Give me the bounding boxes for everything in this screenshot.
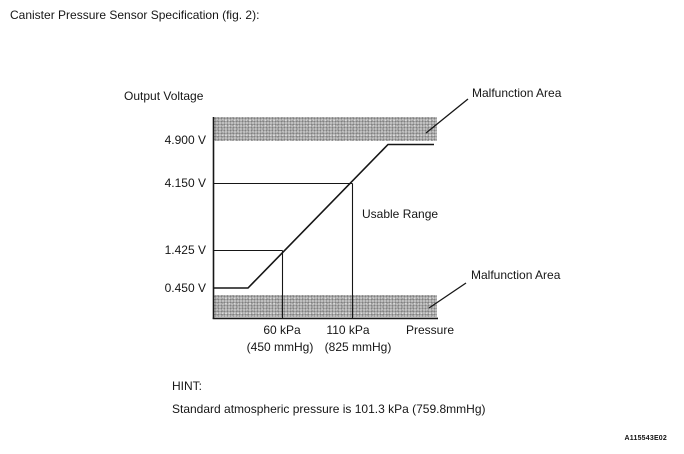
malfunction-area-label-top: Malfunction Area [472, 86, 562, 100]
leader-line-top-malfunction [425, 98, 469, 134]
malfunction-area-label-bottom: Malfunction Area [471, 268, 561, 282]
y-tick-0450mv: 0.450 V [164, 281, 206, 295]
y-tick-1425mv: 1.425 V [164, 243, 206, 257]
malfunction-band-bottom [214, 295, 437, 317]
figure-code: A115543E02 [624, 435, 667, 442]
sensor-output-curve [213, 143, 434, 289]
y-tick-4150mv: 4.150 V [164, 176, 206, 190]
x-axis-title: Pressure [406, 323, 455, 337]
leader-line-bottom-malfunction [428, 282, 467, 309]
y-tick-4900mv: 4.900 V [164, 133, 206, 147]
hint-text: Standard atmospheric pressure is 101.3 k… [172, 402, 486, 416]
hint-label: HINT: [172, 379, 202, 393]
malfunction-band-top [214, 117, 437, 141]
page-title: Canister Pressure Sensor Specification (… [10, 8, 260, 22]
usable-range-label: Usable Range [362, 207, 439, 221]
x-tick-60kpa: 60 kPa [263, 323, 301, 337]
x-tick-450mmhg: (450 mmHg) [246, 340, 314, 354]
y-axis-title: Output Voltage [124, 89, 204, 103]
x-tick-110kpa: 110 kPa [326, 323, 370, 337]
x-tick-825mmhg: (825 mmHg) [324, 340, 392, 354]
